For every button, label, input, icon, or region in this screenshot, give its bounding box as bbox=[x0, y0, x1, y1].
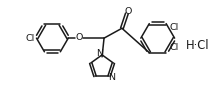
Text: O: O bbox=[75, 33, 83, 42]
Text: H·Cl: H·Cl bbox=[186, 39, 209, 52]
Text: Cl: Cl bbox=[26, 34, 35, 43]
Text: N: N bbox=[109, 73, 116, 82]
Text: N: N bbox=[97, 49, 103, 58]
Text: Cl: Cl bbox=[170, 23, 179, 32]
Text: Cl: Cl bbox=[170, 43, 179, 52]
Text: O: O bbox=[124, 7, 131, 16]
